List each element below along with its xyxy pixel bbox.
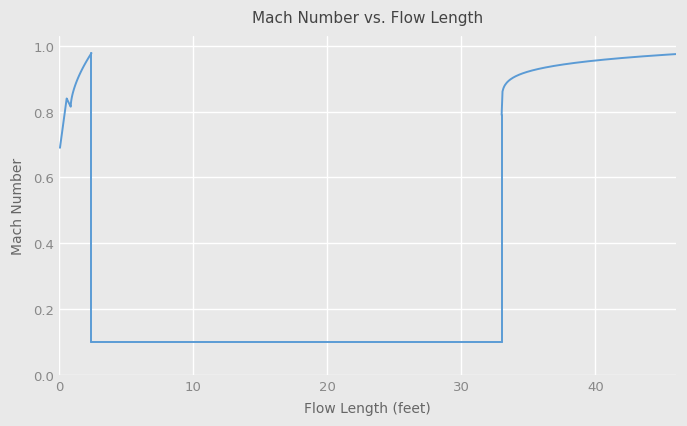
X-axis label: Flow Length (feet): Flow Length (feet): [304, 401, 431, 415]
Y-axis label: Mach Number: Mach Number: [11, 158, 25, 254]
Title: Mach Number vs. Flow Length: Mach Number vs. Flow Length: [252, 11, 483, 26]
